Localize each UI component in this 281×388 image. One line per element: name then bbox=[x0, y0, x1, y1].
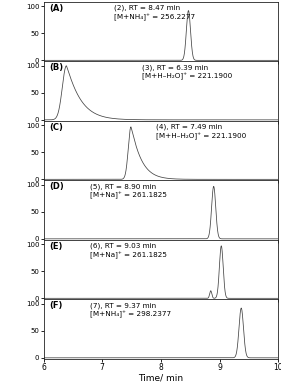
Text: (D): (D) bbox=[49, 182, 64, 191]
Text: (C): (C) bbox=[49, 123, 63, 132]
Text: (F): (F) bbox=[49, 301, 63, 310]
X-axis label: Time/ min: Time/ min bbox=[138, 374, 183, 383]
Text: (A): (A) bbox=[49, 4, 64, 13]
Text: (B): (B) bbox=[49, 63, 64, 72]
Text: (6), RT = 9.03 min
[M+Na]⁺ = 261.1825: (6), RT = 9.03 min [M+Na]⁺ = 261.1825 bbox=[90, 243, 167, 259]
Text: (2), RT = 8.47 min
[M+NH₄]⁺ = 256.2277: (2), RT = 8.47 min [M+NH₄]⁺ = 256.2277 bbox=[114, 5, 195, 21]
Text: (E): (E) bbox=[49, 242, 63, 251]
Text: (4), RT = 7.49 min
[M+H–H₂O]⁺ = 221.1900: (4), RT = 7.49 min [M+H–H₂O]⁺ = 221.1900 bbox=[156, 124, 246, 140]
Text: (5), RT = 8.90 min
[M+Na]⁺ = 261.1825: (5), RT = 8.90 min [M+Na]⁺ = 261.1825 bbox=[90, 184, 167, 199]
Text: (3), RT = 6.39 min
[M+H–H₂O]⁺ = 221.1900: (3), RT = 6.39 min [M+H–H₂O]⁺ = 221.1900 bbox=[142, 64, 232, 80]
Text: (7), RT = 9.37 min
[M+NH₄]⁺ = 298.2377: (7), RT = 9.37 min [M+NH₄]⁺ = 298.2377 bbox=[90, 302, 172, 319]
